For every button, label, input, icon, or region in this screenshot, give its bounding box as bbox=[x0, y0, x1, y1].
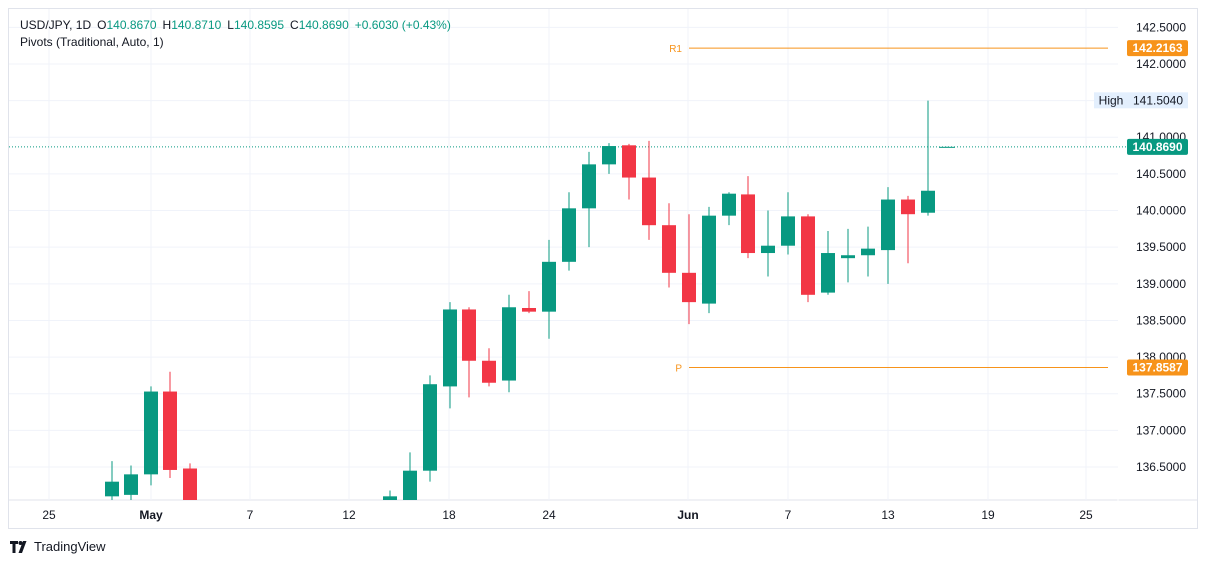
low-value: 140.8595 bbox=[233, 18, 285, 32]
pivot-price-tag-bg bbox=[1127, 40, 1188, 57]
candle-body bbox=[939, 146, 955, 148]
chart-frame bbox=[8, 8, 1198, 529]
low-label: L bbox=[227, 18, 234, 32]
pivot-price-tag: 142.2163 bbox=[1132, 41, 1182, 55]
pivot-label-r1: R1 bbox=[669, 44, 682, 55]
candle-body bbox=[105, 481, 119, 497]
symbol-label[interactable]: USD/JPY, 1D bbox=[20, 18, 92, 32]
pivot-price-tag-bg bbox=[1127, 359, 1188, 376]
tradingview-brand[interactable]: TradingView bbox=[10, 539, 106, 554]
candle-body bbox=[921, 190, 935, 213]
candle-body bbox=[821, 253, 835, 293]
candle-body bbox=[861, 248, 875, 256]
candle-body bbox=[542, 261, 556, 312]
candle-body bbox=[602, 146, 616, 165]
high-label: H bbox=[162, 18, 172, 32]
pivot-label-p: P bbox=[675, 363, 682, 374]
time-tick-label: 24 bbox=[542, 508, 556, 522]
candle-body bbox=[383, 496, 397, 500]
candle-body bbox=[502, 307, 516, 381]
candle-body bbox=[403, 470, 417, 500]
price-tick-label: 142.5000 bbox=[1136, 20, 1186, 34]
change-value: +0.6030 (+0.43%) bbox=[354, 18, 451, 32]
candle-body bbox=[144, 391, 158, 475]
pivot-lines: R1 P bbox=[9, 44, 1127, 374]
candle-body bbox=[482, 360, 496, 383]
price-axis[interactable]: 136.5000137.0000137.5000138.0000138.5000… bbox=[1136, 20, 1186, 474]
close-label: C bbox=[290, 18, 299, 32]
pivot-price-tag: 137.8587 bbox=[1132, 360, 1182, 374]
price-tick-label: 139.0000 bbox=[1136, 277, 1186, 291]
candle-body bbox=[881, 199, 895, 251]
price-tick-label: 137.0000 bbox=[1136, 423, 1186, 437]
candle-body bbox=[423, 384, 437, 471]
candle-body bbox=[781, 216, 795, 246]
candle-body bbox=[443, 309, 457, 387]
candle-body bbox=[841, 255, 855, 259]
candle-body bbox=[642, 177, 656, 226]
time-tick-label: 13 bbox=[881, 508, 895, 522]
last-price-tag-bg bbox=[1127, 138, 1188, 155]
price-tick-label: 136.5000 bbox=[1136, 460, 1186, 474]
candle-body bbox=[562, 208, 576, 262]
tradingview-logo-icon bbox=[10, 540, 27, 553]
candle-body bbox=[622, 145, 636, 178]
candle-body bbox=[722, 193, 736, 216]
high-label-bg bbox=[1094, 92, 1128, 109]
candles bbox=[105, 100, 955, 500]
last-price-tag: 140.8690 bbox=[1132, 140, 1182, 154]
candle-body bbox=[682, 272, 696, 303]
indicator-row: Pivots (Traditional, Auto, 1) bbox=[20, 34, 451, 51]
time-tick-label: 25 bbox=[1079, 508, 1093, 522]
candle-body bbox=[761, 245, 775, 254]
time-tick-label: Jun bbox=[677, 508, 698, 522]
ohlc-row: USD/JPY, 1D O140.8670 H140.8710 L140.859… bbox=[20, 17, 451, 34]
price-tick-label: 142.0000 bbox=[1136, 57, 1186, 71]
indicator-label[interactable]: Pivots (Traditional, Auto, 1) bbox=[20, 35, 164, 49]
time-tick-label: 7 bbox=[247, 508, 254, 522]
time-tick-label: May bbox=[139, 508, 163, 522]
time-tick-label: 25 bbox=[42, 508, 56, 522]
candle-body bbox=[901, 199, 915, 215]
brand-name: TradingView bbox=[34, 539, 106, 554]
close-value: 140.8690 bbox=[298, 18, 349, 32]
time-tick-label: 7 bbox=[785, 508, 792, 522]
time-tick-label: 18 bbox=[442, 508, 456, 522]
candle-body bbox=[801, 216, 815, 295]
grid-lines bbox=[9, 9, 1197, 528]
candle-body bbox=[582, 164, 596, 209]
price-tick-label: 137.5000 bbox=[1136, 387, 1186, 401]
price-tick-label: 140.5000 bbox=[1136, 167, 1186, 181]
candle-body bbox=[124, 474, 138, 495]
open-label: O bbox=[97, 18, 107, 32]
high-value: 141.5040 bbox=[1133, 93, 1183, 107]
candle-body bbox=[183, 468, 197, 500]
time-tick-label: 12 bbox=[342, 508, 356, 522]
candle-body bbox=[462, 309, 476, 361]
candle-body bbox=[522, 307, 536, 312]
candle-body bbox=[741, 194, 755, 254]
candle-body bbox=[163, 391, 177, 470]
high-label: High bbox=[1099, 93, 1124, 107]
time-tick-label: 19 bbox=[981, 508, 995, 522]
chart-legend: USD/JPY, 1D O140.8670 H140.8710 L140.859… bbox=[20, 17, 451, 51]
price-tick-label: 138.5000 bbox=[1136, 313, 1186, 327]
open-value: 140.8670 bbox=[106, 18, 157, 32]
price-tick-label: 139.5000 bbox=[1136, 240, 1186, 254]
high-value: 140.8710 bbox=[171, 18, 222, 32]
candle-body bbox=[662, 225, 676, 273]
price-tick-label: 140.0000 bbox=[1136, 204, 1186, 218]
candle-body bbox=[702, 215, 716, 304]
high-value-bg bbox=[1128, 92, 1188, 109]
price-tags: 142.2163 137.8587 140.8690 High 141.5040 bbox=[1094, 40, 1188, 376]
time-axis[interactable]: 25 May 7 12 18 24 Jun 7 13 19 25 bbox=[42, 508, 1093, 522]
